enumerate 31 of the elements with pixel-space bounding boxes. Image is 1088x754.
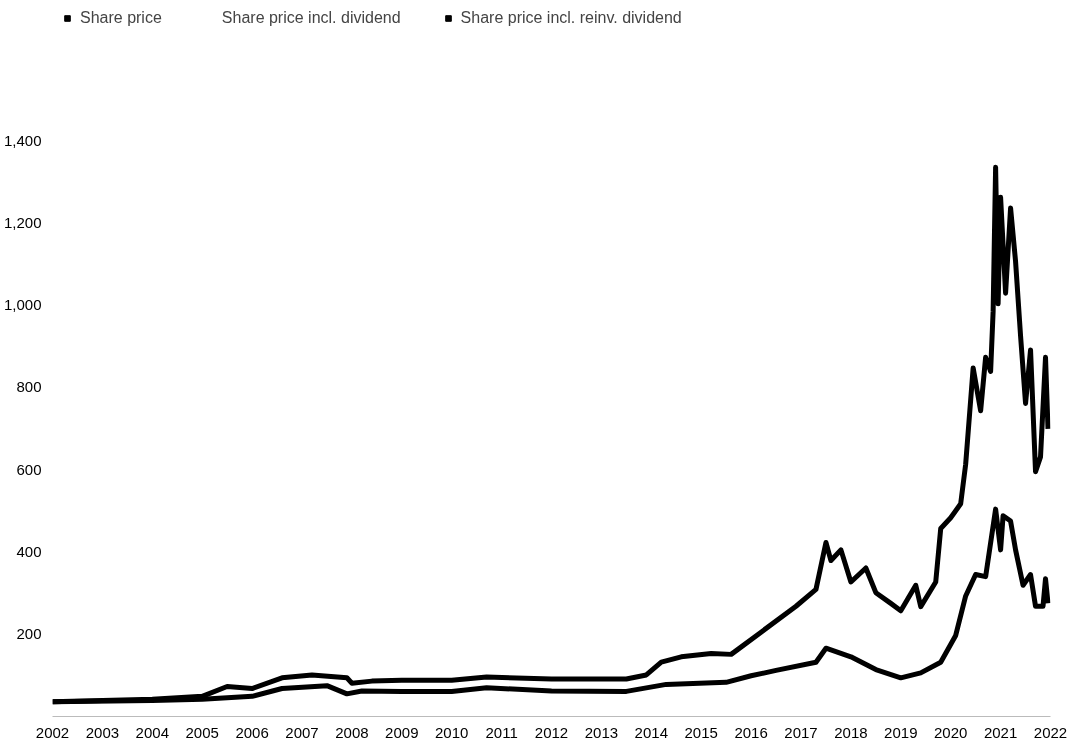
x-tick-label: 2007 — [285, 723, 319, 741]
x-tick-label: 2006 — [235, 723, 269, 741]
y-tick-label: 1,000 — [3, 296, 42, 314]
x-tick-label: 2009 — [385, 723, 419, 741]
y-tick-label: 200 — [16, 625, 42, 643]
y-tick-label: 800 — [16, 378, 42, 396]
x-tick-label: 2022 — [1033, 723, 1068, 741]
y-tick-label: 400 — [16, 542, 42, 560]
x-tick-label: 2013 — [584, 723, 619, 741]
x-tick-label: 2004 — [135, 723, 169, 741]
x-tick-label: 2020 — [934, 723, 968, 741]
text: Share price incl. dividend — [221, 9, 401, 27]
legend-label: Share price — [80, 9, 162, 27]
x-tick-label: 2010 — [435, 723, 469, 741]
x-tick-label: 2002 — [35, 723, 70, 741]
x-tick-label: 2012 — [534, 723, 569, 741]
x-tick-label: 2016 — [734, 723, 768, 741]
y-tick-label: 1,400 — [3, 131, 42, 149]
x-tick-label: 2021 — [983, 723, 1018, 741]
x-tick-label: 2003 — [85, 723, 120, 741]
x-tick-label: 2008 — [335, 723, 369, 741]
x-tick-label: 2019 — [884, 723, 918, 741]
y-tick-label: 1,200 — [3, 213, 42, 231]
x-tick-label: 2018 — [834, 723, 868, 741]
x-tick-label: 2017 — [784, 723, 818, 741]
y-tick-label: 600 — [16, 460, 42, 478]
x-tick-label: 2015 — [684, 723, 718, 741]
x-tick-label: 2011 — [485, 723, 518, 741]
x-tick-label: 2005 — [185, 723, 219, 741]
x-tick-label: 2014 — [634, 723, 668, 741]
legend-label: Share price incl. reinv. dividend — [460, 9, 682, 27]
